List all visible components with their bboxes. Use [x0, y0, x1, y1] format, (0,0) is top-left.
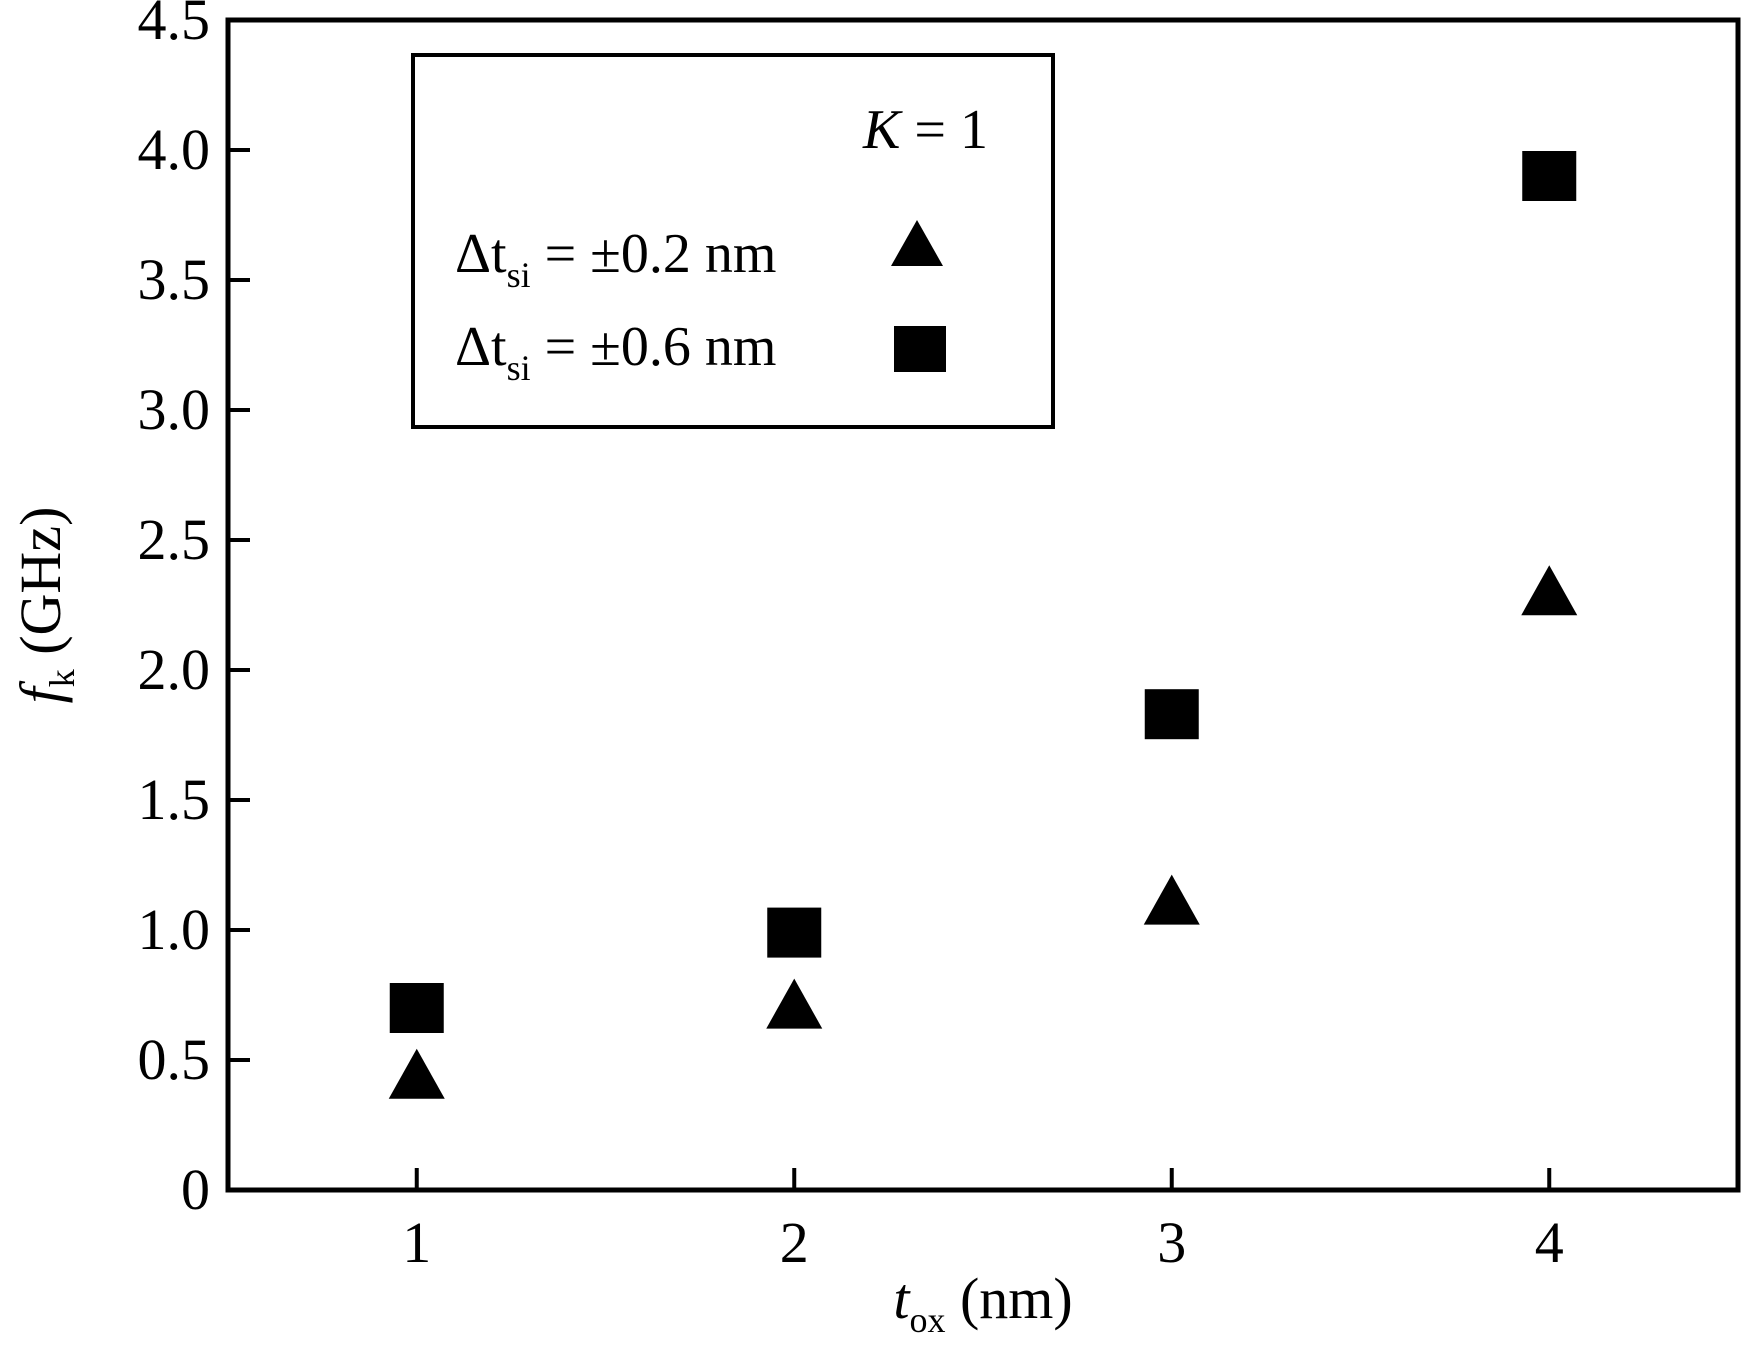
legend-box [411, 53, 1055, 429]
data-point-triangle [1143, 874, 1200, 925]
data-point-square [767, 907, 822, 958]
x-tick-label: 3 [1157, 1210, 1186, 1275]
y-tick-label: 1.5 [138, 767, 211, 832]
legend-annotation: K = 1 [862, 99, 988, 161]
legend: K = 1 Δtsi = ±0.2 nm Δtsi = ±0.6 nm [411, 53, 1055, 429]
legend-label-series-1: Δtsi = ±0.2 nm [455, 223, 776, 295]
y-tick-label: 4.5 [138, 0, 211, 52]
data-point-square [1144, 689, 1199, 740]
y-tick-label: 0 [181, 1157, 210, 1222]
legend-square-marker [894, 326, 946, 372]
data-point-square [389, 983, 444, 1033]
y-tick-label: 2.0 [138, 637, 211, 702]
x-tick-label: 1 [402, 1210, 431, 1275]
y-axis-title: fk (GHz) [8, 507, 82, 704]
data-point-triangle [766, 978, 823, 1029]
x-tick-label: 4 [1535, 1210, 1564, 1275]
plot-frame [225, 17, 1741, 1193]
x-axis-title: tox (nm) [893, 1266, 1072, 1340]
data-point-square [1522, 151, 1577, 201]
data-point-triangle [1521, 565, 1578, 616]
y-tick-label: 0.5 [138, 1027, 211, 1092]
y-tick-label: 4.0 [138, 117, 211, 182]
x-tick-label: 2 [780, 1210, 809, 1275]
data-point-triangle [388, 1048, 445, 1099]
y-tick-label: 2.5 [138, 507, 211, 572]
legend-triangle-marker [891, 220, 943, 266]
y-tick-label: 3.0 [138, 377, 211, 442]
y-tick-label: 1.0 [138, 897, 211, 962]
legend-label-series-2: Δtsi = ±0.6 nm [455, 316, 776, 388]
data-markers [388, 151, 1578, 1099]
y-tick-label: 3.5 [138, 247, 211, 312]
x-axis-ticks: 1 2 3 4 [402, 1168, 1564, 1275]
y-axis-ticks: 0 0.5 1.0 1.5 2.0 2.5 3.0 3.5 4.0 4.5 [138, 0, 250, 1222]
